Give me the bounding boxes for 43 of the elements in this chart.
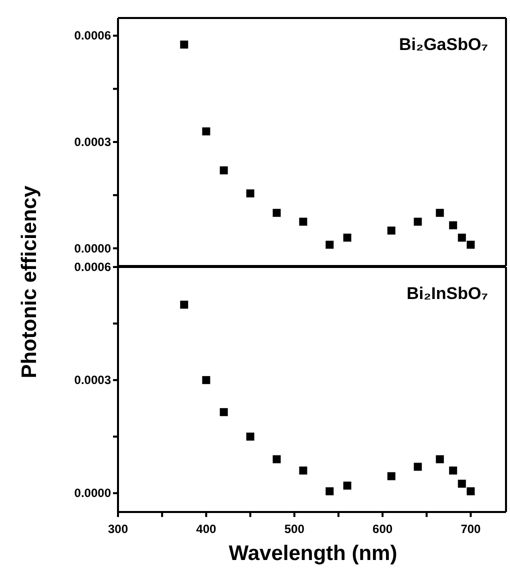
point	[272, 208, 281, 217]
annotation: Bi₂GaSbO₇	[399, 35, 488, 55]
point	[180, 300, 188, 309]
y-tick-label: 0.0006	[74, 260, 112, 274]
y-tick-label: 0.0000	[74, 486, 112, 500]
point	[202, 127, 210, 136]
point	[449, 221, 458, 230]
point	[343, 234, 352, 242]
x-tick-label: 400	[196, 522, 217, 536]
x-tick-label: 300	[108, 522, 128, 536]
x-axis-title: Wavelength (nm)	[228, 542, 398, 566]
point	[220, 408, 228, 416]
y-axis-title: Photonic efficiency	[18, 184, 42, 380]
point	[458, 234, 466, 242]
point	[466, 240, 475, 249]
x-tick-label: 500	[284, 522, 305, 536]
point	[414, 462, 422, 471]
point	[220, 166, 228, 174]
point	[180, 40, 188, 49]
point	[246, 189, 254, 198]
point	[436, 208, 444, 217]
point	[387, 226, 396, 235]
point	[246, 432, 254, 441]
point	[343, 482, 352, 490]
y-tick-label: 0.0006	[74, 28, 112, 43]
point	[299, 466, 308, 475]
point	[272, 455, 281, 464]
y-tick-label: 0.0003	[74, 373, 112, 388]
point	[414, 218, 422, 226]
point	[299, 218, 308, 226]
x-tick-label: 700	[460, 522, 482, 536]
point	[326, 487, 334, 496]
x-tick-label: 600	[372, 522, 393, 536]
point	[326, 240, 334, 249]
point	[387, 472, 396, 480]
point	[458, 480, 466, 488]
y-tick-label: 0.0003	[74, 135, 112, 149]
point	[466, 487, 475, 496]
point	[449, 466, 458, 475]
point	[202, 376, 210, 384]
y-tick-label: 0.0000	[74, 241, 112, 256]
annotation: Bi₂InSbO₇	[406, 284, 488, 304]
point	[436, 455, 444, 464]
